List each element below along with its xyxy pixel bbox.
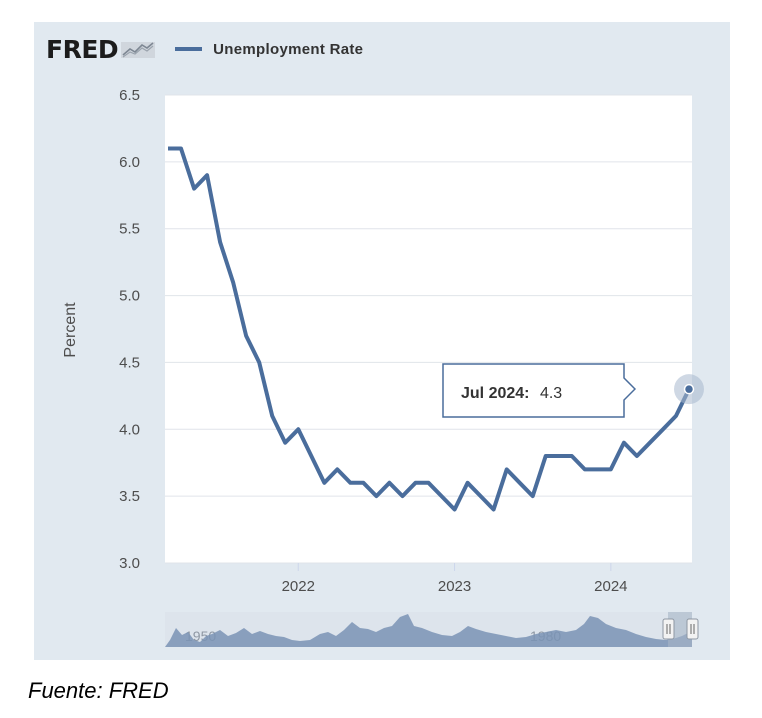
series-line-unemployment-rate[interactable] — [168, 146, 691, 512]
y-tick-label: 3.0 — [119, 555, 140, 572]
fred-logo-text: FRED — [46, 34, 119, 64]
y-tick-label: 4.5 — [119, 354, 140, 371]
highlight-point[interactable] — [683, 383, 695, 395]
y-tick-label: 6.5 — [119, 87, 140, 104]
tooltip: Jul 2024: 4.3 — [442, 363, 637, 418]
legend-swatch — [175, 47, 203, 51]
chart-header: FRED Unemployment Rate — [46, 34, 363, 64]
svg-text:Jul 2024: 4.3: Jul 2024: 4.3 — [461, 385, 562, 402]
x-tick-label: 2023 — [438, 578, 471, 595]
y-tick-label: 4.0 — [119, 421, 140, 438]
x-tick-label: 2024 — [594, 578, 627, 595]
navigator-handle-right[interactable] — [686, 618, 699, 640]
source-caption: Fuente: FRED — [28, 678, 169, 703]
legend[interactable]: Unemployment Rate — [175, 41, 363, 58]
x-axis-ticks: 2022 2023 2024 — [282, 563, 628, 595]
tooltip-date: Jul 2024: — [461, 385, 529, 402]
tooltip-box — [442, 363, 637, 418]
y-tick-label: 5.5 — [119, 221, 140, 238]
fred-graph-icon — [121, 42, 156, 58]
fred-logo[interactable]: FRED — [46, 34, 156, 64]
y-axis-ticks: 3.0 3.5 4.0 4.5 5.0 5.5 6.0 6.5 — [119, 87, 140, 572]
y-tick-label: 5.0 — [119, 288, 140, 305]
navigator[interactable]: 1950 1980 — [165, 612, 699, 647]
y-tick-label: 6.0 — [119, 154, 140, 171]
y-tick-label: 3.5 — [119, 488, 140, 505]
navigator-area — [165, 614, 692, 647]
gridlines — [165, 94, 692, 564]
x-tick-label: 2022 — [282, 578, 315, 595]
navigator-handle-left[interactable] — [662, 618, 675, 640]
legend-label: Unemployment Rate — [213, 40, 364, 58]
tooltip-value: 4.3 — [540, 385, 562, 402]
y-axis-label: Percent — [62, 302, 79, 358]
